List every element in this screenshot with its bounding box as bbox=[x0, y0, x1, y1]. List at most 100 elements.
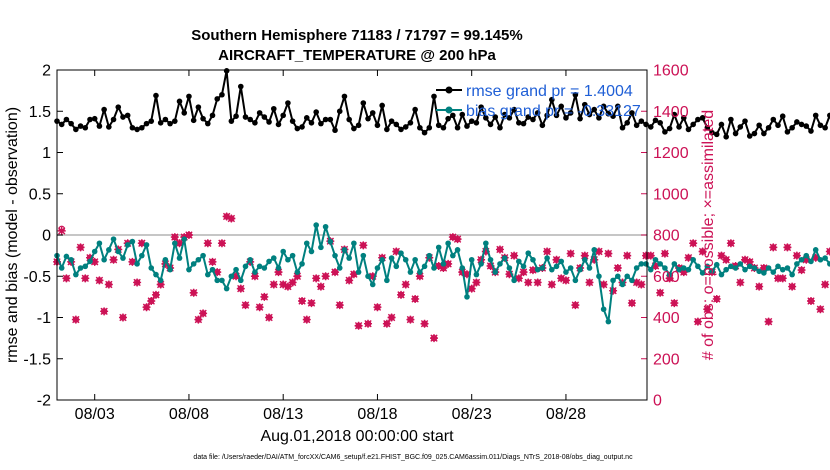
obs-assimilated-marker bbox=[321, 272, 330, 281]
bias-point bbox=[784, 265, 791, 271]
bias-point bbox=[318, 244, 324, 251]
obs-assimilated-marker bbox=[651, 261, 660, 270]
rmse-point bbox=[530, 116, 536, 123]
obs-assimilated-marker bbox=[679, 268, 688, 277]
rmse-point bbox=[327, 116, 334, 123]
rmse-point bbox=[676, 124, 682, 130]
y2-tick-label: 600 bbox=[653, 269, 680, 286]
bias-point bbox=[308, 248, 315, 255]
bias-point bbox=[596, 273, 602, 280]
obs-assimilated-marker bbox=[642, 251, 651, 260]
obs-assimilated-marker bbox=[382, 319, 391, 328]
rmse-point bbox=[827, 112, 830, 119]
y-tick-label: 0 bbox=[42, 228, 51, 245]
obs-assimilated-marker bbox=[250, 272, 259, 281]
bias-point bbox=[558, 258, 565, 265]
bias-point bbox=[195, 256, 202, 263]
obs-assimilated-marker bbox=[788, 282, 797, 291]
rmse-point bbox=[605, 110, 612, 117]
rmse-point bbox=[336, 108, 343, 115]
obs-assimilated-marker bbox=[444, 259, 453, 268]
rmse-point bbox=[435, 122, 442, 129]
bias-point bbox=[770, 269, 777, 275]
bias-point bbox=[256, 263, 263, 270]
obs-assimilated-marker bbox=[411, 294, 420, 303]
obs-assimilated-marker bbox=[599, 280, 608, 289]
obs-assimilated-marker bbox=[604, 249, 613, 258]
bias-point bbox=[77, 265, 84, 271]
bias-point bbox=[718, 271, 725, 278]
legend-bias-marker bbox=[445, 106, 453, 114]
bias-point bbox=[577, 266, 583, 273]
rmse-point bbox=[204, 120, 211, 127]
rmse-point bbox=[817, 122, 824, 129]
bias-point bbox=[685, 266, 692, 273]
rmse-point bbox=[794, 119, 800, 125]
obs-assimilated-marker bbox=[406, 315, 415, 324]
bias-point bbox=[732, 265, 739, 271]
rmse-point bbox=[638, 118, 645, 124]
y-tick-label: 0.5 bbox=[29, 186, 51, 203]
obs-assimilated-marker bbox=[637, 280, 646, 289]
obs-assimilated-marker bbox=[646, 251, 655, 260]
bias-point bbox=[657, 261, 663, 267]
bias-point bbox=[516, 258, 522, 265]
rmse-point bbox=[614, 103, 621, 110]
bias-point bbox=[827, 261, 830, 267]
rmse-point bbox=[195, 104, 202, 110]
bias-point bbox=[600, 306, 607, 313]
bias-point bbox=[219, 277, 225, 284]
obs-assimilated-marker bbox=[175, 239, 184, 248]
obs-assimilated-marker bbox=[401, 280, 410, 289]
bias-point bbox=[751, 265, 758, 271]
obs-assimilated-marker bbox=[623, 251, 632, 260]
bias-point bbox=[172, 240, 178, 247]
rmse-point bbox=[478, 104, 484, 110]
bias-point bbox=[680, 265, 687, 271]
y2-tick-label: 1400 bbox=[653, 104, 689, 121]
obs-assimilated-marker bbox=[364, 319, 373, 328]
bias-point bbox=[96, 240, 103, 247]
obs-assimilated-marker bbox=[797, 266, 806, 275]
rmse-point bbox=[346, 116, 352, 123]
obs-assimilated-marker bbox=[142, 303, 151, 312]
bias-point bbox=[374, 265, 381, 271]
obs-assimilated-marker bbox=[665, 274, 674, 283]
rmse-point bbox=[610, 113, 616, 119]
bias-point bbox=[591, 247, 598, 253]
rmse-point bbox=[577, 115, 583, 122]
obs-assimilated-marker bbox=[392, 247, 401, 256]
rmse-point bbox=[285, 100, 291, 106]
bias-point bbox=[369, 281, 376, 288]
obs-assimilated-marker bbox=[736, 278, 745, 287]
rmse-point bbox=[237, 83, 244, 90]
rmse-point bbox=[63, 116, 70, 123]
obs-assimilated-marker bbox=[227, 214, 236, 223]
obs-assimilated-marker bbox=[462, 270, 471, 279]
rmse-point bbox=[581, 101, 588, 108]
rmse-point bbox=[261, 114, 268, 120]
y-tick-label: -0.5 bbox=[23, 269, 51, 286]
bias-point bbox=[228, 273, 235, 280]
obs-assimilated-marker bbox=[76, 243, 85, 252]
obs-assimilated-marker bbox=[783, 243, 792, 252]
bias-point bbox=[237, 277, 244, 284]
obs-assimilated-marker bbox=[585, 278, 594, 287]
obs-assimilated-marker bbox=[349, 270, 358, 279]
rmse-point bbox=[110, 116, 117, 123]
bias-point bbox=[803, 252, 810, 259]
obs-assimilated-marker bbox=[194, 315, 203, 324]
obs-assimilated-marker bbox=[128, 257, 137, 266]
bias-point bbox=[695, 263, 701, 270]
bias-point bbox=[520, 263, 527, 270]
rmse-point bbox=[445, 115, 451, 122]
bias-point bbox=[511, 277, 517, 284]
bias-point bbox=[162, 256, 169, 263]
bias-point bbox=[454, 247, 461, 253]
rmse-point bbox=[181, 110, 188, 116]
obs-assimilated-marker bbox=[825, 247, 830, 256]
rmse-point bbox=[553, 112, 560, 119]
bias-point bbox=[82, 263, 89, 270]
rmse-point bbox=[393, 121, 400, 128]
rmse-point bbox=[280, 112, 286, 119]
